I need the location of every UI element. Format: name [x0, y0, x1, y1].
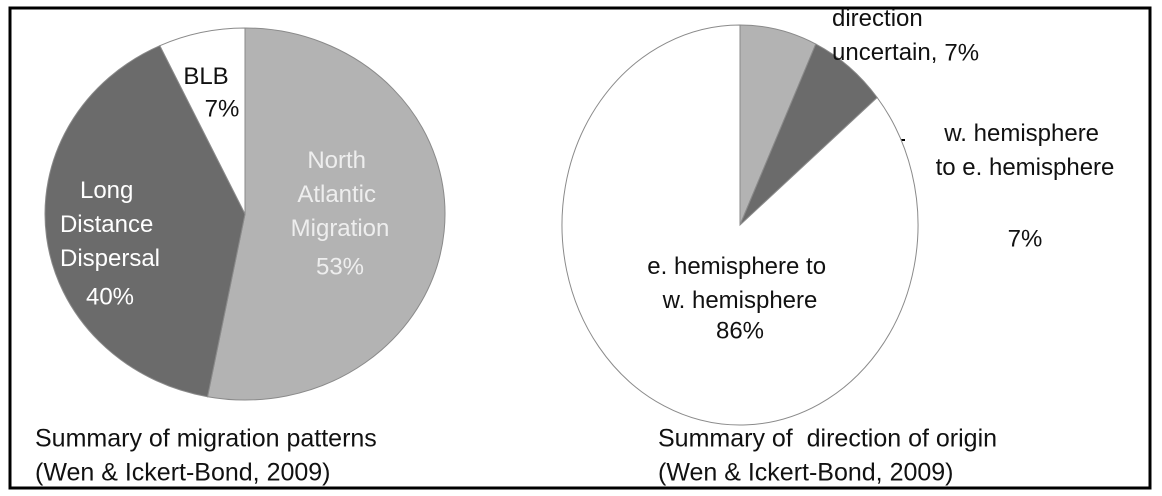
chart-title: Summary of migration patterns	[35, 425, 377, 453]
label-line: Distance	[60, 211, 160, 238]
label-line: uncertain,	[832, 39, 937, 66]
slice-label: North Atlantic Migration	[291, 147, 390, 242]
value-label: 7%	[944, 39, 979, 66]
slice-label: BLB	[183, 63, 228, 90]
label-line: w. hemisphere	[662, 287, 818, 314]
pie-slice	[561, 24, 919, 426]
label-line: BLB	[183, 63, 228, 90]
label-line: e. hemisphere to	[647, 253, 832, 280]
label-line: Long	[80, 177, 140, 204]
chart-subtitle: (Wen & Ickert-Bond, 2009)	[35, 459, 331, 487]
label-line: Migration	[291, 215, 390, 242]
label-line: to e. hemisphere	[936, 154, 1115, 181]
label-line: North	[307, 147, 372, 174]
pie-slice	[44, 45, 246, 398]
label-line: Dispersal	[60, 245, 160, 272]
pie-slice	[159, 27, 246, 215]
value-label: 7%	[1008, 225, 1043, 252]
pie-slice	[206, 27, 446, 401]
label-line: w. hemisphere	[943, 120, 1105, 147]
value-label: 86%	[716, 317, 764, 344]
chart-subtitle: (Wen & Ickert-Bond, 2009)	[658, 459, 954, 487]
label-line: Atlantic	[297, 181, 382, 208]
label-line: direction	[832, 5, 929, 32]
slice-label: Long Distance Dispersal	[60, 177, 160, 272]
slice-label: e. hemisphere to w. hemisphere	[647, 253, 832, 314]
value-label: 7%	[205, 95, 240, 122]
slice-label: direction uncertain,	[832, 5, 937, 66]
slice-label: w. hemisphere to e. hemisphere	[936, 120, 1115, 181]
value-label: 53%	[316, 253, 364, 280]
chart-title: Summary of direction of origin	[658, 425, 997, 453]
value-label: 40%	[86, 283, 134, 310]
